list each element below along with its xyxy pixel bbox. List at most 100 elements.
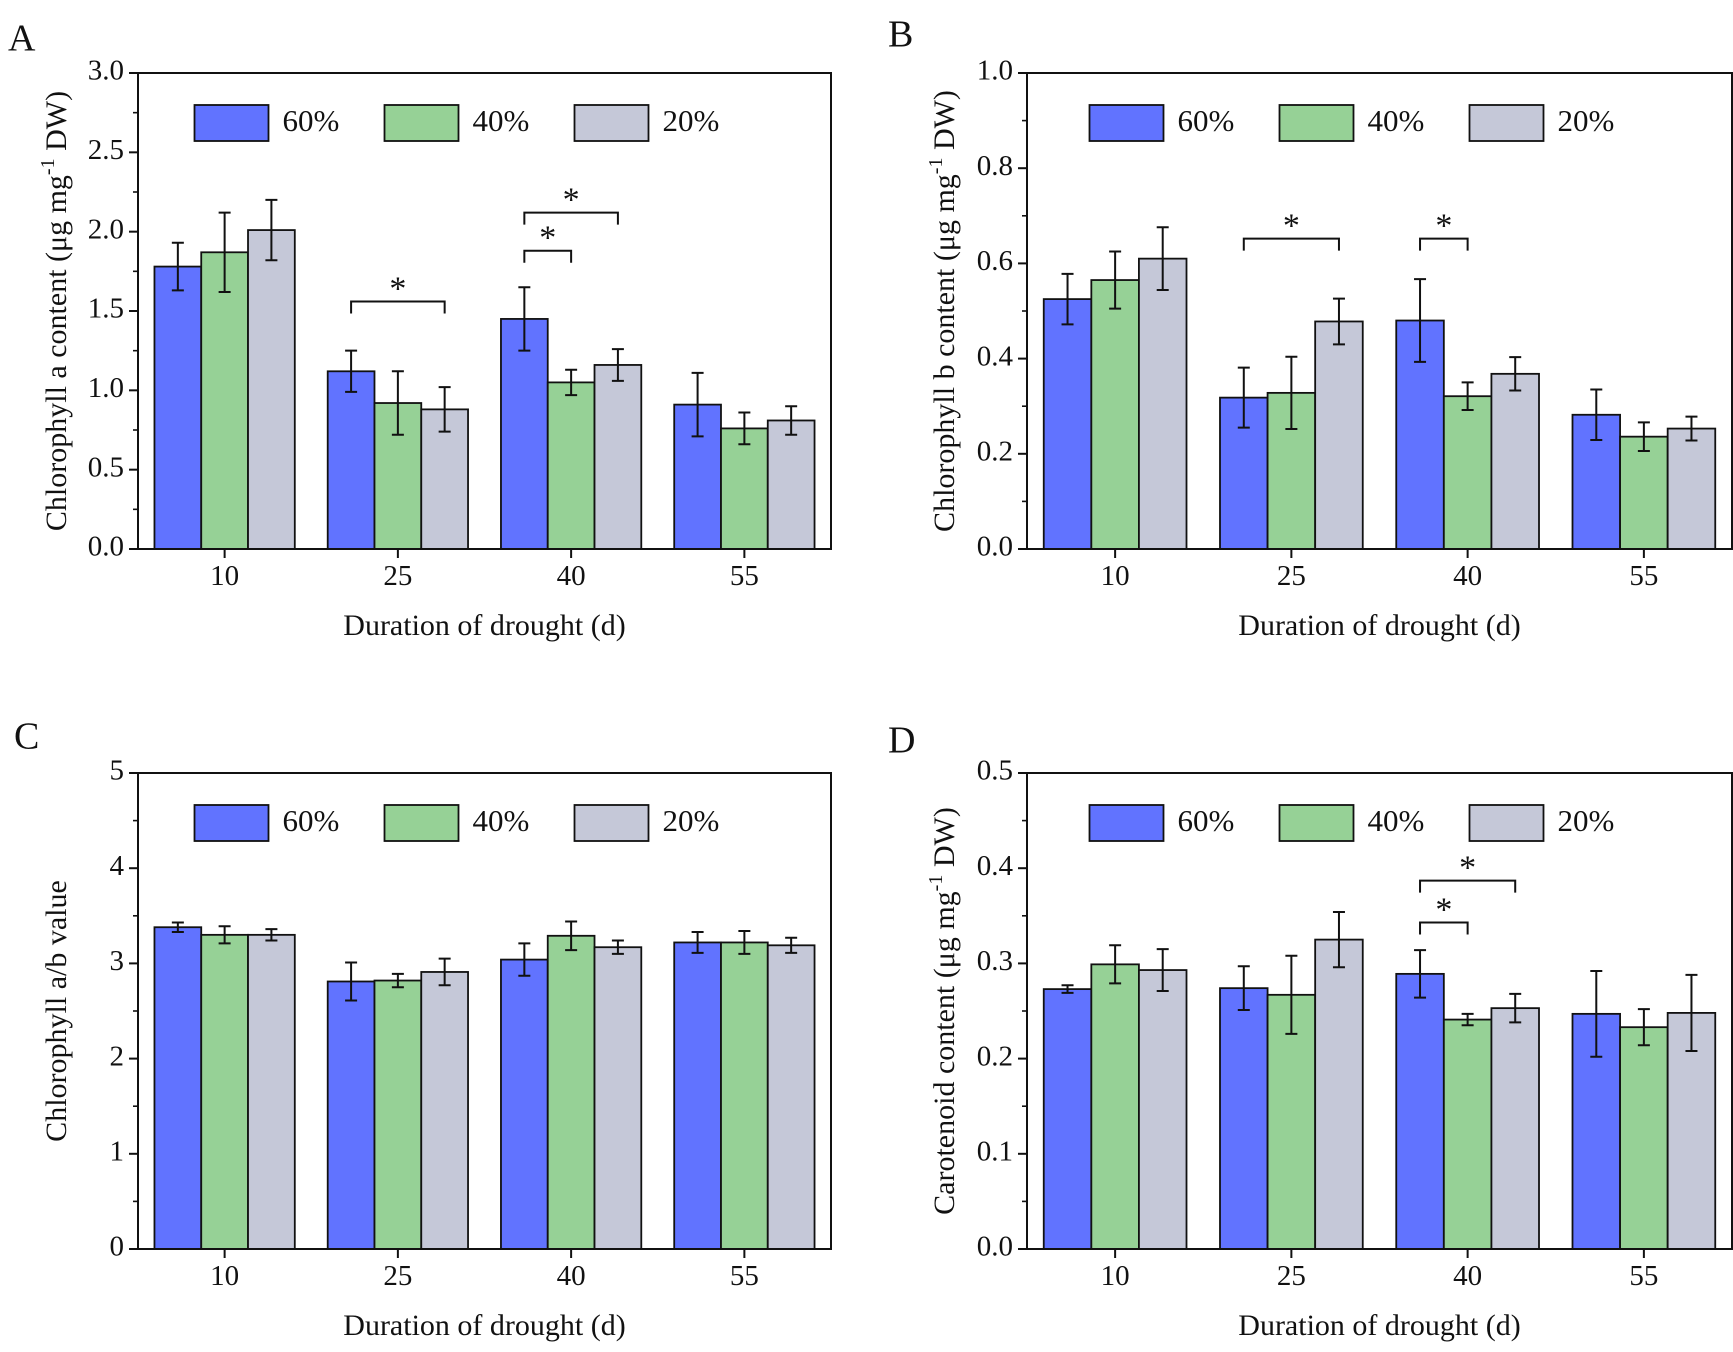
legend: 60% 40% 20% <box>1088 103 1615 142</box>
y-tick-label: 0.3 <box>977 945 1013 977</box>
error-bar-60pct-25 <box>1237 965 1250 1012</box>
x-tick-label: 40 <box>1453 1260 1482 1292</box>
error-bar-60pct-55 <box>1590 970 1603 1058</box>
legend: 60% 40% 20% <box>1088 803 1615 842</box>
error-bar-60pct-40 <box>518 286 531 352</box>
legend-swatch <box>573 804 650 842</box>
error-bar-40pct-55 <box>1637 421 1650 452</box>
y-tick-label: 0.2 <box>977 435 1013 467</box>
legend-label: 20% <box>663 803 720 838</box>
panel-b: B * * 0.0 0.2 0.4 0.6 0.8 1.0 10 25 40 55 Duration of… <box>888 14 1733 642</box>
significance-bracket <box>1242 237 1340 251</box>
error-bar-40pct-10 <box>218 925 231 945</box>
y-tick-label: 3 <box>110 945 125 977</box>
bar-20pct-25 <box>1314 938 1364 1250</box>
bar-40pct-10 <box>1090 279 1140 550</box>
x-tick-label: 55 <box>1629 1260 1658 1292</box>
y-axis-title: Chlorophyll b content (μg mg-1 DW) <box>925 90 961 532</box>
significance-marker: * <box>389 270 406 307</box>
x-tick-label: 10 <box>1101 1260 1130 1292</box>
error-bar-40pct-40 <box>565 920 578 952</box>
error-bar-60pct-55 <box>691 371 704 438</box>
error-bar-60pct-55 <box>1590 388 1603 441</box>
bar-40pct-25 <box>373 979 423 1250</box>
significance-marker: * <box>1435 208 1452 245</box>
bar-40pct-40 <box>546 934 596 1250</box>
error-bar-40pct-40 <box>1461 1012 1474 1027</box>
significance-marker: * <box>539 220 556 257</box>
legend-swatch <box>193 804 270 842</box>
legend-swatch <box>383 104 460 142</box>
x-tick-label: 40 <box>557 1260 586 1292</box>
y-tick-label: 2 <box>110 1040 125 1072</box>
bar-60pct-10 <box>153 926 203 1250</box>
bar-40pct-40 <box>546 381 596 550</box>
bar-60pct-10 <box>153 265 203 550</box>
x-tick-label: 55 <box>1629 560 1658 592</box>
panel-c: C 0 1 2 3 4 5 10 25 40 55 Duration of drought (d) Ch… <box>14 716 832 1342</box>
y-tick-label: 0.0 <box>977 1231 1013 1263</box>
error-bar-40pct-25 <box>1285 355 1298 431</box>
error-bar-40pct-10 <box>1109 944 1122 985</box>
y-tick-label: 1.0 <box>88 372 124 404</box>
legend-swatch <box>383 804 460 842</box>
error-bar-40pct-55 <box>738 411 751 446</box>
error-bar-60pct-10 <box>171 241 184 292</box>
x-tick-label: 25 <box>1277 560 1306 592</box>
y-tick-label: 0.1 <box>977 1135 1013 1167</box>
y-tick-label: 0.8 <box>977 150 1013 182</box>
significance-bracket <box>523 249 573 263</box>
bar-40pct-40 <box>1442 395 1493 550</box>
bar-40pct-10 <box>200 933 249 1250</box>
error-bar-20pct-25 <box>438 386 451 433</box>
y-axis-title: Chlorophyll a content (μg mg-1 DW) <box>37 91 73 531</box>
bar-20pct-55 <box>1666 427 1717 550</box>
error-bar-20pct-10 <box>1156 226 1169 292</box>
bar-60pct-40 <box>500 958 549 1250</box>
bar-20pct-10 <box>247 229 296 550</box>
error-bar-60pct-40 <box>1414 949 1427 999</box>
error-bar-20pct-40 <box>611 348 624 382</box>
bar-60pct-25 <box>326 370 376 550</box>
bar-20pct-40 <box>593 946 643 1250</box>
legend-swatch <box>1278 104 1355 142</box>
bar-20pct-40 <box>1490 372 1540 550</box>
y-tick-label: 2.5 <box>88 134 124 166</box>
error-bar-20pct-55 <box>785 936 798 954</box>
significance-marker: * <box>563 182 580 219</box>
bar-60pct-40 <box>1395 972 1445 1250</box>
legend-label: 20% <box>1558 103 1615 138</box>
x-tick-label: 40 <box>557 560 586 592</box>
error-bar-40pct-25 <box>391 370 404 436</box>
legend: 60% 40% 20% <box>193 103 720 142</box>
x-tick-label: 40 <box>1453 560 1482 592</box>
error-bar-20pct-10 <box>265 198 278 262</box>
error-bar-60pct-25 <box>345 961 358 1002</box>
bar-60pct-55 <box>673 941 722 1250</box>
legend-swatch <box>573 104 650 142</box>
legend-label: 20% <box>663 103 720 138</box>
error-bar-20pct-55 <box>1685 415 1698 442</box>
error-bar-20pct-10 <box>265 928 278 942</box>
error-bar-60pct-25 <box>1237 366 1250 429</box>
x-tick-label: 55 <box>730 1260 759 1292</box>
x-axis-title: Duration of drought (d) <box>343 609 625 642</box>
y-tick-label: 0.4 <box>977 850 1014 882</box>
panel-d: D ** 0.0 0.1 0.2 0.3 0.4 0.5 10 25 40 55 Duration of… <box>888 720 1733 1342</box>
y-tick-label: 3.0 <box>88 55 124 87</box>
error-bar-60pct-10 <box>171 921 184 933</box>
legend-label: 20% <box>1558 803 1615 838</box>
legend: 60% 40% 20% <box>193 803 720 842</box>
bar-20pct-40 <box>1490 1007 1540 1250</box>
error-bar-40pct-25 <box>391 972 404 989</box>
legend-label: 60% <box>1178 103 1235 138</box>
error-bar-20pct-40 <box>1509 992 1522 1024</box>
error-bar-20pct-55 <box>1685 973 1698 1052</box>
legend-swatch <box>193 104 270 142</box>
y-tick-label: 0.5 <box>88 451 124 483</box>
error-bar-60pct-10 <box>1061 272 1074 326</box>
legend-label: 60% <box>1178 803 1235 838</box>
panel-letter: D <box>888 720 915 762</box>
bar-60pct-25 <box>326 980 376 1250</box>
error-bar-20pct-25 <box>1332 297 1345 346</box>
